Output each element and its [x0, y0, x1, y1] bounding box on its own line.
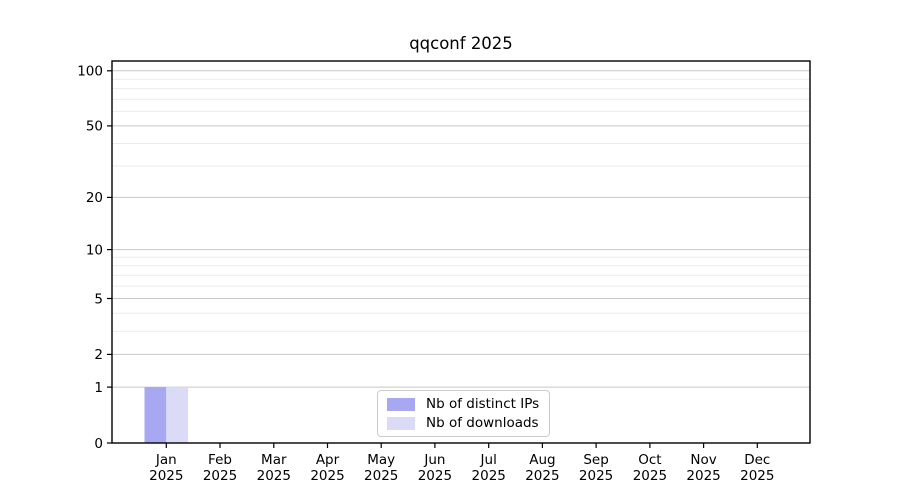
- y-tick-label: 20: [86, 190, 103, 206]
- major-gridlines: [112, 70, 810, 388]
- x-tick-label-year: 2025: [149, 468, 183, 484]
- legend-label-downloads: Nb of downloads: [426, 415, 539, 431]
- x-tick-label-month: Jan: [155, 452, 177, 468]
- bar-nb-of-distinct-ips: [144, 387, 167, 443]
- x-tick-label-year: 2025: [364, 468, 398, 484]
- y-tick-label: 10: [86, 242, 103, 258]
- x-tick-label-month: May: [367, 452, 395, 468]
- legend-item-downloads: Nb of downloads: [387, 415, 539, 431]
- x-tick-label-year: 2025: [418, 468, 452, 484]
- legend-label-distinct-ips: Nb of distinct IPs: [426, 396, 540, 412]
- y-axis: 0 1 2 5 10 20 50 100: [77, 64, 112, 452]
- bars: [144, 387, 189, 443]
- y-tick-label: 100: [77, 64, 103, 80]
- legend-swatch-downloads: [387, 416, 415, 430]
- x-tick-label-year: 2025: [472, 468, 506, 484]
- minor-gridlines: [112, 78, 810, 332]
- x-tick-label-month: Aug: [529, 452, 555, 468]
- x-tick-label-month: Jun: [423, 452, 445, 468]
- bar-nb-of-downloads: [166, 387, 189, 443]
- x-tick-label-month: Apr: [316, 452, 340, 468]
- x-tick-label-month: Sep: [583, 452, 608, 468]
- legend-item-distinct-ips: Nb of distinct IPs: [387, 396, 539, 412]
- legend: Nb of distinct IPs Nb of downloads: [377, 390, 551, 437]
- y-tick-label: 5: [94, 291, 103, 307]
- y-tick-label: 0: [94, 436, 103, 452]
- legend-swatch-distinct-ips: [387, 397, 415, 411]
- x-tick-label-month: Dec: [744, 452, 770, 468]
- x-tick-label-year: 2025: [740, 468, 774, 484]
- x-axis: Jan2025Feb2025Mar2025Apr2025May2025Jun20…: [149, 443, 774, 484]
- x-tick-label-month: Jul: [480, 452, 497, 468]
- y-tick-label: 1: [94, 380, 103, 396]
- x-tick-label-year: 2025: [525, 468, 559, 484]
- y-tick-label: 50: [86, 119, 103, 135]
- x-tick-label-year: 2025: [257, 468, 291, 484]
- x-tick-label-month: Nov: [690, 452, 716, 468]
- plot-frame: [111, 60, 811, 444]
- y-tick-label: 2: [94, 347, 103, 363]
- x-tick-label-month: Mar: [261, 452, 287, 468]
- x-tick-label-month: Feb: [208, 452, 232, 468]
- x-tick-label-year: 2025: [310, 468, 344, 484]
- x-tick-label-month: Oct: [638, 452, 661, 468]
- chart-title: qqconf 2025: [409, 34, 513, 53]
- x-tick-label-year: 2025: [203, 468, 237, 484]
- x-tick-label-year: 2025: [579, 468, 613, 484]
- x-tick-label-year: 2025: [686, 468, 720, 484]
- x-tick-label-year: 2025: [633, 468, 667, 484]
